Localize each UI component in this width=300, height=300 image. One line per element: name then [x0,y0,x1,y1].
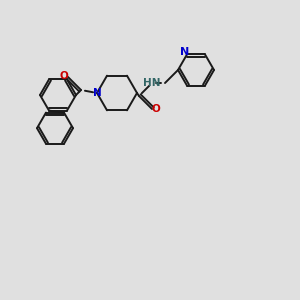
Text: HN: HN [143,78,161,88]
Text: N: N [180,47,190,57]
Text: O: O [60,71,68,81]
Text: N: N [93,88,101,98]
Text: O: O [152,104,160,114]
